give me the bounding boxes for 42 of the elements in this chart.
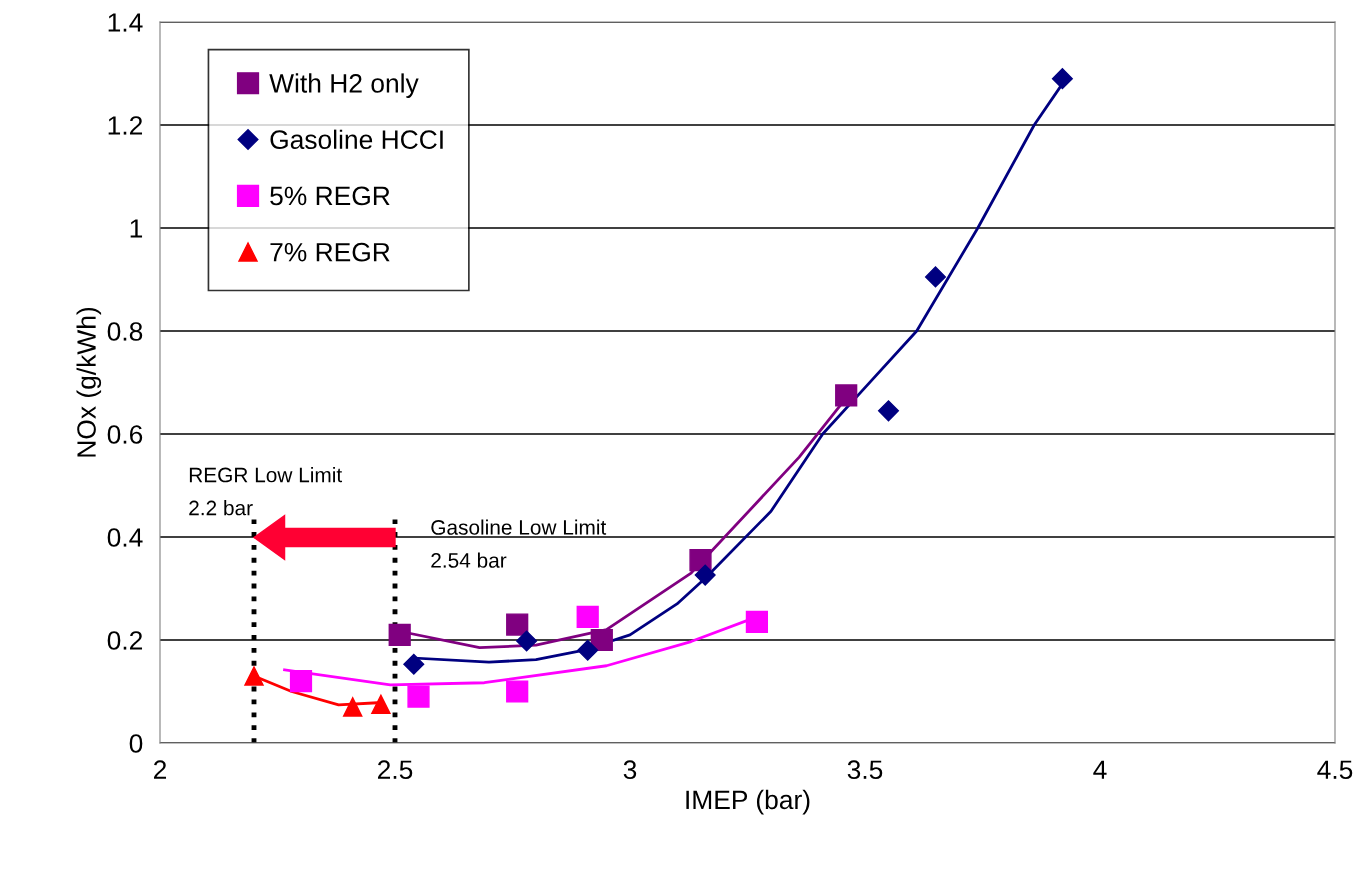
- point: [371, 694, 391, 715]
- y-tick-label: 1.2: [108, 116, 143, 135]
- x-tick-label: 2.5: [377, 760, 413, 780]
- y-tick-label: 1: [130, 219, 143, 238]
- y-tick-label: 0.6: [107, 425, 143, 444]
- x-tick-label: 2: [153, 760, 167, 779]
- ref-line-label: Gasoline Low Limit 2.54 bar: [431, 519, 607, 568]
- y-tick-label: 1.4: [108, 13, 143, 32]
- x-axis-title: IMEP (bar): [686, 789, 810, 815]
- point: [577, 639, 599, 661]
- y-tick-label: 0.2: [107, 631, 143, 650]
- point: [403, 653, 425, 675]
- point: [342, 697, 363, 717]
- x-tick-label: 4.5: [1317, 760, 1353, 780]
- point: [924, 266, 947, 288]
- ref-line-label: REGR Low Limit 2.2 bar: [189, 467, 343, 516]
- point: [576, 605, 599, 628]
- point: [590, 628, 613, 652]
- y-tick-label: 0: [129, 734, 143, 753]
- legend-label: 7% REGR: [270, 242, 390, 262]
- point: [407, 685, 430, 708]
- point: [835, 384, 858, 407]
- legend-label: Gasoline HCCI: [270, 129, 443, 150]
- x-tick-label: 3.5: [847, 760, 883, 780]
- point: [745, 610, 769, 634]
- y-axis-title: NOx (g/kWh): [76, 307, 102, 457]
- point: [506, 680, 529, 703]
- y-tick-label: 0.8: [107, 322, 143, 341]
- point: [244, 666, 264, 686]
- point: [388, 623, 411, 646]
- point: [694, 564, 716, 586]
- point: [689, 549, 712, 572]
- point: [1051, 68, 1073, 90]
- point: [516, 630, 538, 652]
- x-tick-label: 4: [1093, 760, 1107, 779]
- x-tick-label: 3: [623, 760, 637, 780]
- point: [506, 613, 529, 636]
- point: [289, 670, 313, 693]
- point: [877, 400, 900, 422]
- y-tick-label: 0.4: [107, 528, 143, 547]
- legend-label: With H2 only: [269, 73, 419, 98]
- legend-label: 5% REGR: [270, 186, 390, 206]
